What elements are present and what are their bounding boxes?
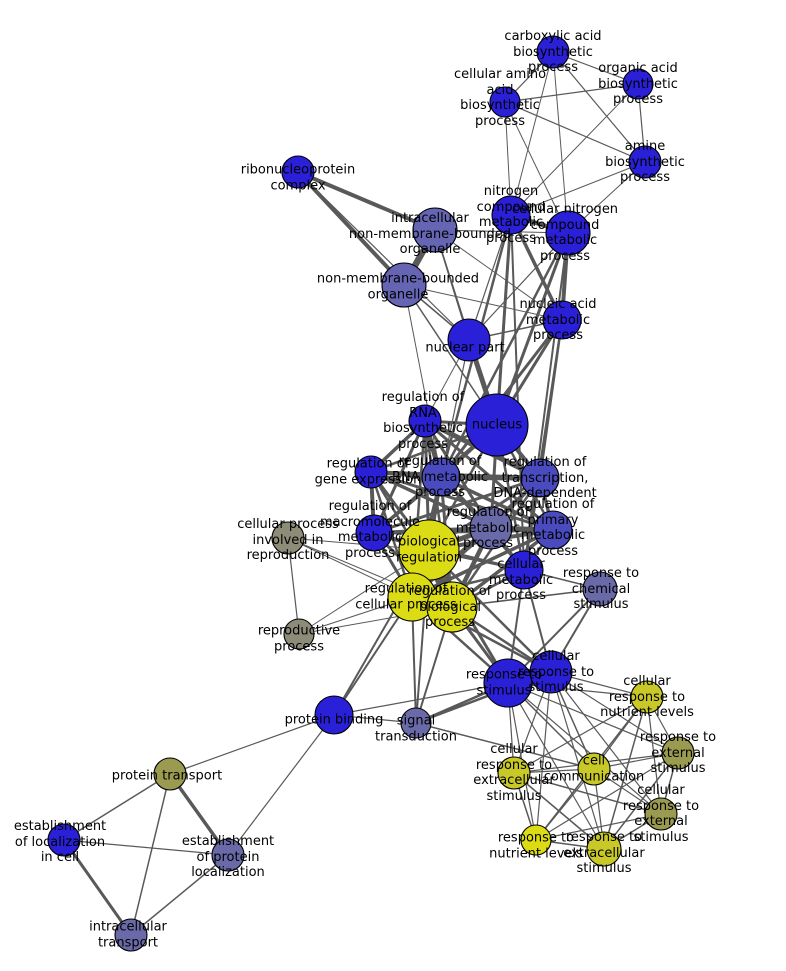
graph-node-regulation_of_biological_process[interactable] [426, 581, 478, 633]
graph-edge [370, 470, 554, 532]
graph-edge [535, 752, 679, 841]
graph-node-non_membrane_bounded_organelle[interactable] [381, 262, 427, 308]
graph-edge [411, 528, 554, 599]
graph-edge [550, 671, 679, 754]
graph-edge [370, 470, 492, 530]
graph-node-regulation_of_transcription_dna_dependent[interactable] [520, 458, 560, 498]
graph-node-regulation_of_gene_expression[interactable] [354, 455, 388, 489]
graph-edge [510, 161, 646, 216]
graph-node-nucleus[interactable] [465, 393, 529, 457]
graph-node-cellular_process_involved_in_reproduction[interactable] [271, 521, 305, 555]
graph-node-cellular_metabolic_process[interactable] [504, 550, 544, 590]
graph-edge [169, 714, 335, 775]
graph-edge [504, 101, 646, 163]
graph-edge [440, 475, 554, 532]
graph-edge [495, 214, 513, 426]
graph-node-regulation_of_rna_metabolic_process[interactable] [421, 457, 461, 497]
graph-edge [510, 83, 639, 216]
graph-node-cellular_nitrogen_compound_metabolic_process[interactable] [545, 210, 591, 256]
graph-node-reproductive_process[interactable] [283, 618, 315, 650]
node-layer [47, 35, 695, 952]
graph-node-cellular_response_to_nutrient_levels[interactable] [630, 680, 664, 714]
graph-edge [415, 722, 595, 770]
graph-node-response_to_external_stimulus[interactable] [661, 736, 695, 770]
graph-node-establishment_of_protein_localization[interactable] [211, 838, 245, 872]
graph-edge [510, 51, 554, 216]
graph-edge [552, 51, 569, 234]
graph-edge [333, 682, 509, 716]
graph-node-carboxylic_acid_biosynthetic_process[interactable] [536, 35, 570, 69]
graph-edge [63, 839, 229, 856]
graph-node-nuclear_part[interactable] [447, 318, 491, 362]
graph-node-cellular_response_to_extracellular_stimulus[interactable] [497, 756, 531, 790]
graph-edge [513, 772, 662, 815]
graph-edge [372, 420, 427, 534]
graph-edge [130, 773, 171, 936]
graph-node-cell_communication[interactable] [577, 752, 611, 786]
graph-edge [62, 839, 133, 936]
graph-edge [468, 214, 512, 341]
graph-node-intracellular_transport[interactable] [114, 918, 148, 952]
graph-edge [513, 772, 605, 850]
graph-edge [168, 772, 230, 857]
edge-layer [62, 51, 679, 936]
graph-node-cellular_response_to_external_stimulus[interactable] [644, 797, 678, 831]
graph-node-cellular_amino_acid_biosynthetic_process[interactable] [489, 86, 521, 118]
graph-edge [513, 696, 648, 774]
graph-node-protein_binding[interactable] [314, 695, 354, 735]
graph-node-nucleic_acid_metabolic_process[interactable] [542, 300, 582, 340]
graph-node-ribonucleoprotein_complex[interactable] [281, 155, 315, 189]
graph-edge [439, 232, 570, 478]
graph-node-nitrogen_compound_metabolic_process[interactable] [491, 195, 531, 235]
graph-node-establishment_of_localization_in_cell[interactable] [47, 823, 81, 857]
graph-edge [504, 101, 569, 234]
graph-edge [603, 696, 648, 850]
graph-edge [507, 682, 605, 850]
graph-node-regulation_of_primary_metabolic_process[interactable] [533, 510, 573, 550]
graph-node-response_to_stimulus[interactable] [483, 658, 533, 708]
graph-node-protein_transport[interactable] [153, 757, 187, 791]
graph-edge [535, 813, 662, 841]
graph-node-intracellular_non_membrane_bounded_organelle[interactable] [412, 207, 458, 253]
graph-edge [423, 420, 454, 608]
graph-node-signal_transduction[interactable] [400, 707, 432, 739]
graph-node-cellular_response_to_stimulus[interactable] [529, 650, 573, 694]
graph-edge [550, 671, 662, 815]
graph-node-response_to_extracellular_stimulus[interactable] [586, 831, 622, 867]
graph-edge [130, 854, 229, 936]
graph-edge [507, 682, 679, 754]
graph-edge [552, 51, 646, 163]
graph-edge [403, 284, 442, 478]
graph-edge [495, 232, 570, 426]
graph-edge [434, 229, 563, 321]
graph-edge [296, 170, 406, 287]
graph-edge [403, 284, 563, 321]
graph-edge [504, 83, 639, 103]
graph-edge [550, 671, 605, 850]
graph-edge [227, 714, 335, 856]
graph-edge [523, 232, 569, 571]
graph-node-organic_acid_biosynthetic_process[interactable] [622, 68, 654, 100]
graph-edge [297, 170, 436, 232]
graph-node-regulation_of_macromolecule_metabolic_process[interactable] [355, 514, 393, 552]
graph-edge [297, 171, 470, 341]
graph-node-biological_regulation[interactable] [398, 519, 460, 581]
graph-node-amine_biosynthetic_process[interactable] [628, 145, 662, 179]
graph-edge [468, 232, 569, 341]
graph-node-regulation_of_rna_biosynthetic_process[interactable] [408, 404, 442, 438]
graph-node-response_to_chemical_stimulus[interactable] [582, 571, 618, 607]
graph-node-response_to_nutrient_levels[interactable] [520, 824, 552, 856]
graph-node-regulation_of_metabolic_process[interactable] [469, 506, 513, 550]
graph-edge [63, 773, 171, 841]
